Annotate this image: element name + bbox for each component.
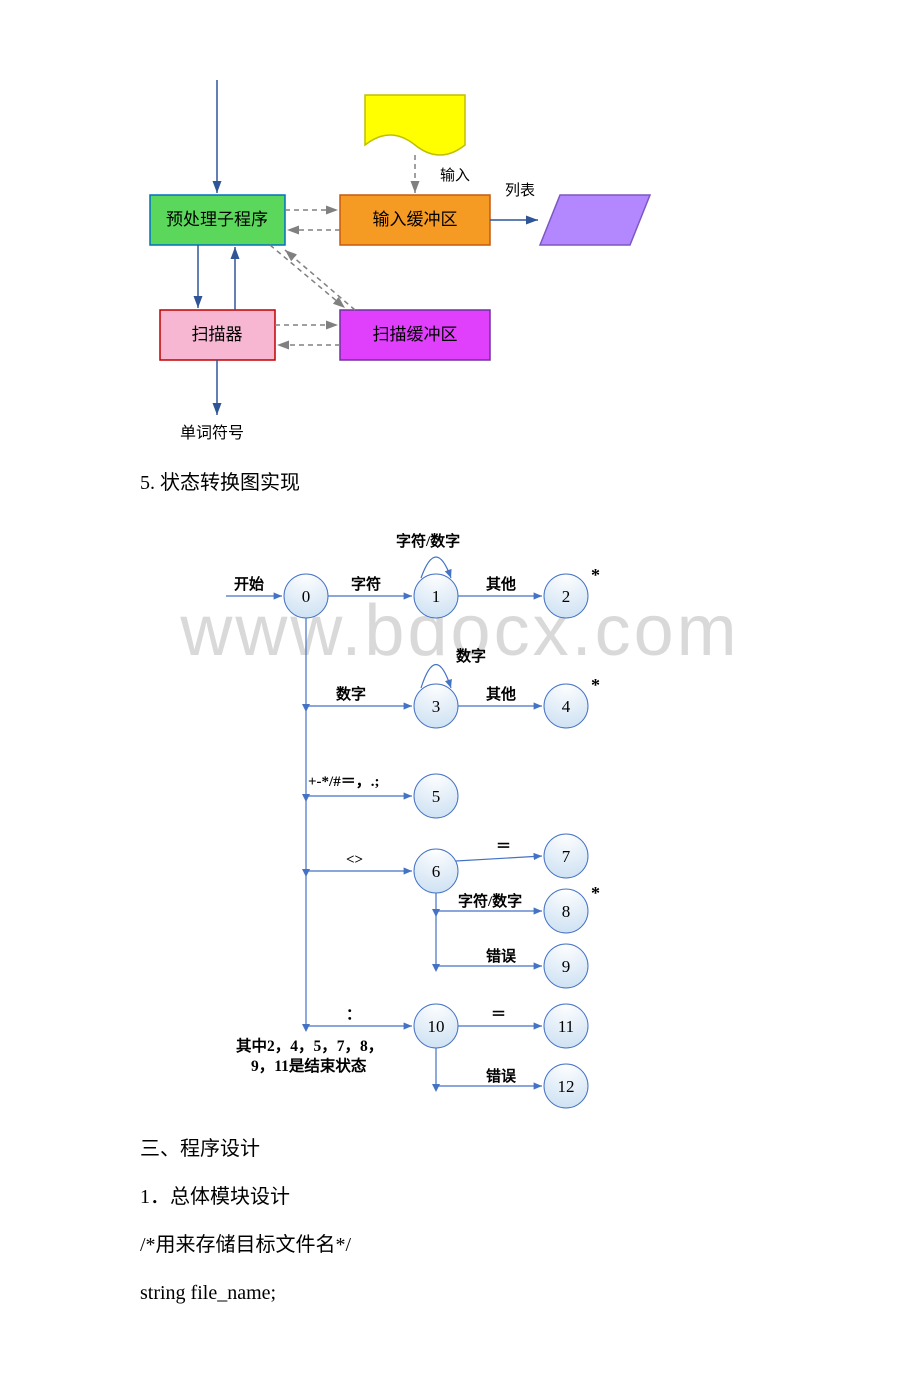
section3-line3: string file_name; <box>140 1278 780 1308</box>
section3-heading: 三、程序设计 <box>140 1134 780 1164</box>
svg-text:6: 6 <box>432 862 441 881</box>
dfa-edge-1011: ＝ <box>491 1007 506 1023</box>
dfa-node-8: 8 <box>544 889 588 933</box>
dfa-edge-06: <> <box>346 852 363 868</box>
dfa-node-4: 4 <box>544 684 588 728</box>
svg-text:2: 2 <box>562 587 571 606</box>
dfa-final-note-1: 其中2，4，5，7，8， <box>236 1036 383 1055</box>
dfa-edge-05: +-*/#＝，.; <box>308 774 379 790</box>
section3-line1: 1．总体模块设计 <box>140 1182 780 1212</box>
dfa-node-3: 3 <box>414 684 458 728</box>
dfa-edge-12: 其他 <box>486 575 516 593</box>
dfa-star-2: * <box>591 565 600 585</box>
dfa-edge-67: ＝ <box>496 839 511 855</box>
dfa-edge-010: ： <box>346 1007 361 1023</box>
list-shape <box>540 195 650 245</box>
svg-text:11: 11 <box>558 1017 574 1036</box>
dfa-diagram: 开始 字符 字符/数字 其他 * 数字 数字 其他 * <box>196 516 656 1116</box>
section5-title: 5. 状态转换图实现 <box>140 468 780 498</box>
scan-buf-label: 扫描缓冲区 <box>373 325 458 344</box>
svg-text:9: 9 <box>562 957 571 976</box>
dfa-final-note-2: 9，11是结束状态 <box>251 1056 367 1075</box>
dfa-node-9: 9 <box>544 944 588 988</box>
scanner-label: 扫描器 <box>192 325 243 344</box>
section3-line2: /*用来存储目标文件名*/ <box>140 1230 780 1260</box>
source-shape <box>365 95 465 155</box>
dfa-node-6: 6 <box>414 849 458 893</box>
svg-text:5: 5 <box>432 787 441 806</box>
dfa-edge-1012: 错误 <box>486 1067 517 1085</box>
dfa-node-7: 7 <box>544 834 588 878</box>
svg-text:3: 3 <box>432 697 441 716</box>
dfa-node-1: 1 <box>414 574 458 618</box>
preprocess-label: 预处理子程序 <box>166 210 268 229</box>
dfa-edge-33: 数字 <box>456 647 486 665</box>
dfa-star-8: * <box>591 883 600 903</box>
label-input: 输入 <box>440 167 470 184</box>
dfa-star-4: * <box>591 675 600 695</box>
flow-diagram: 预处理子程序 输入缓冲区 扫描器 扫描缓冲区 <box>140 60 660 450</box>
dfa-edge-68: 字符/数字 <box>458 892 522 910</box>
svg-text:4: 4 <box>562 697 571 716</box>
svg-text:1: 1 <box>432 587 441 606</box>
dfa-node-0: 0 <box>284 574 328 618</box>
dfa-node-11: 11 <box>544 1004 588 1048</box>
svg-text:12: 12 <box>558 1077 575 1096</box>
dfa-edge-01: 字符 <box>351 575 381 593</box>
dfa-edge-03: 数字 <box>336 685 366 703</box>
input-buf-label: 输入缓冲区 <box>373 210 458 229</box>
dfa-edge-69: 错误 <box>486 947 517 965</box>
dfa-edge-34: 其他 <box>486 685 516 703</box>
label-list: 列表 <box>505 182 535 199</box>
svg-text:8: 8 <box>562 902 571 921</box>
dfa-edge-start: 开始 <box>234 575 264 593</box>
dfa-node-10: 10 <box>414 1004 458 1048</box>
svg-text:10: 10 <box>428 1017 445 1036</box>
svg-text:7: 7 <box>562 847 571 866</box>
dfa-node-5: 5 <box>414 774 458 818</box>
dfa-edge-11: 字符/数字 <box>396 532 460 550</box>
dfa-node-12: 12 <box>544 1064 588 1108</box>
label-token: 单词符号 <box>180 424 244 442</box>
dfa-node-2: 2 <box>544 574 588 618</box>
svg-text:0: 0 <box>302 587 311 606</box>
arrow-scanbuf-pp-d2 <box>285 250 355 310</box>
arrow-pp-scanbuf-d1 <box>270 245 345 308</box>
